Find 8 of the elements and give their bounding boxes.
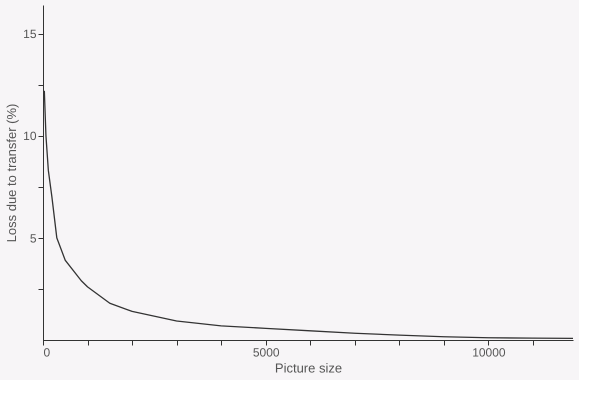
y-axis-title: Loss due to transfer (%) xyxy=(4,104,20,242)
x-tick-label: 5000 xyxy=(252,346,280,360)
y-tick-label: 15 xyxy=(23,27,37,42)
x-axis-title: Picture size xyxy=(274,360,342,376)
x-tick-label: 10000 xyxy=(472,346,506,360)
x-tick-label: 0 xyxy=(44,346,50,360)
y-tick-label: 10 xyxy=(23,129,37,144)
y-tick-label: 5 xyxy=(30,231,37,246)
